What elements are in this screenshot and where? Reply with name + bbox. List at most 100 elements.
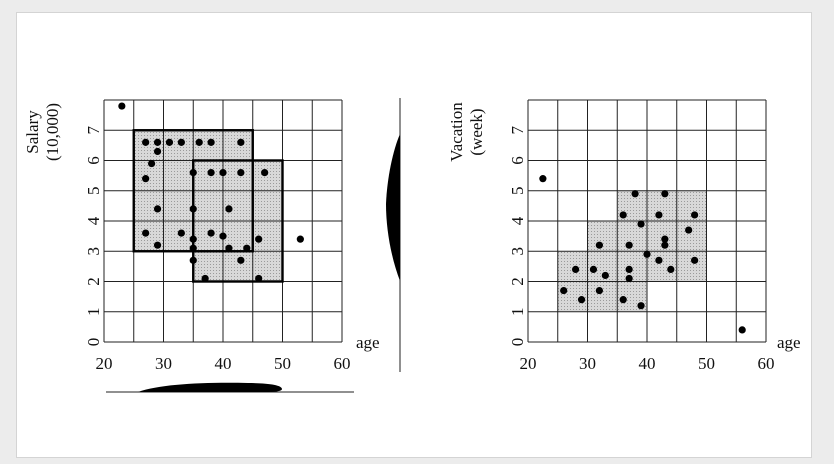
data-point-13 [219, 169, 227, 177]
data-point-19 [142, 229, 150, 237]
data-point-29 [189, 256, 197, 264]
data-point-5 [691, 211, 699, 219]
data-point-27 [225, 244, 233, 252]
data-point-25 [637, 302, 645, 310]
data-point-6 [207, 138, 215, 146]
x-tick-label: 30 [155, 354, 172, 373]
x-tick-label: 20 [520, 354, 537, 373]
data-point-17 [189, 205, 197, 213]
x-axis-label: age [777, 333, 801, 352]
data-point-23 [189, 235, 197, 243]
data-point-5 [195, 138, 203, 146]
x-tick-label: 20 [96, 354, 113, 373]
data-point-12 [207, 169, 215, 177]
data-point-11 [189, 169, 197, 177]
data-point-24 [255, 235, 263, 243]
x-tick-label: 40 [639, 354, 656, 373]
x-tick-label: 60 [758, 354, 775, 373]
bottom-projection-shape [138, 382, 282, 392]
y-tick-label: 3 [508, 247, 527, 256]
data-point-4 [177, 138, 185, 146]
data-point-24 [619, 296, 627, 304]
y-axis-label-line1: Vacation [447, 102, 466, 162]
data-point-10 [142, 175, 150, 183]
data-point-8 [153, 147, 162, 156]
y-tick-labels: 0 1 2 3 4 5 6 7 [84, 126, 103, 347]
data-point-4 [655, 211, 663, 219]
data-point-20 [625, 274, 633, 283]
data-point-15 [572, 265, 580, 273]
data-points [539, 175, 746, 334]
y-tick-label: 4 [508, 216, 527, 225]
data-point-0 [539, 175, 547, 183]
y-tick-label: 6 [508, 156, 527, 165]
salary-age-scatter-chart: 20 30 40 50 60 0 1 2 3 4 5 6 7 age Salary (10,000) [23, 98, 401, 393]
bottom-marginal-projection [106, 382, 354, 393]
data-point-25 [153, 241, 162, 249]
y-tick-label: 2 [84, 277, 103, 286]
y-tick-label: 0 [508, 338, 527, 347]
data-point-2 [661, 190, 669, 198]
y-axis-label-line1: Salary [23, 110, 42, 154]
x-tick-label: 30 [579, 354, 596, 373]
data-point-1 [631, 190, 639, 198]
data-point-22 [219, 232, 227, 240]
y-axis-label-line2: (week) [467, 108, 486, 155]
dense-region-outline-1 [192, 159, 284, 283]
data-point-9 [148, 159, 156, 168]
data-point-14 [237, 169, 245, 177]
data-point-21 [560, 286, 568, 295]
y-tick-label: 7 [508, 126, 527, 135]
data-point-14 [691, 256, 699, 264]
data-point-9 [595, 241, 604, 249]
data-point-8 [661, 235, 669, 243]
y-tick-label: 4 [84, 216, 103, 225]
data-point-13 [655, 256, 663, 264]
data-point-19 [601, 271, 609, 280]
data-point-10 [625, 241, 633, 249]
y-tick-label: 5 [508, 187, 527, 196]
data-point-0 [118, 102, 126, 110]
data-point-3 [165, 138, 174, 146]
data-point-3 [619, 211, 627, 219]
data-point-12 [643, 250, 651, 258]
data-point-21 [207, 229, 215, 237]
y-tick-label: 1 [508, 308, 527, 317]
x-tick-labels: 20 30 40 50 60 [96, 354, 351, 373]
y-axis-label-line2: (10,000) [43, 103, 62, 161]
y-tick-label: 1 [84, 308, 103, 317]
grid [103, 99, 343, 343]
data-point-7 [237, 138, 245, 146]
data-point-22 [595, 286, 604, 295]
data-point-16 [153, 205, 162, 213]
y-tick-label: 6 [84, 156, 103, 165]
data-point-32 [255, 274, 263, 283]
x-tick-labels: 20 30 40 50 60 [520, 354, 775, 373]
data-point-26 [738, 326, 746, 334]
x-tick-label: 50 [698, 354, 715, 373]
x-tick-label: 50 [274, 354, 291, 373]
data-point-18 [667, 265, 675, 273]
data-point-6 [637, 220, 645, 228]
data-point-23 [577, 296, 586, 304]
vacation-age-scatter-chart: 20 30 40 50 60 0 1 2 3 4 5 6 7 age Vacation (week) [447, 99, 801, 373]
y-tick-label: 2 [508, 277, 527, 286]
data-point-18 [225, 205, 233, 213]
right-marginal-projection [386, 98, 401, 372]
y-tick-label: 7 [84, 126, 103, 135]
data-point-28 [243, 244, 251, 252]
grid [527, 99, 767, 343]
data-point-33 [296, 235, 304, 243]
data-point-26 [189, 244, 197, 252]
data-point-7 [685, 226, 693, 234]
dense-region-3 [617, 190, 707, 282]
data-point-17 [625, 265, 633, 273]
x-axis-label: age [356, 333, 380, 352]
data-point-2 [153, 138, 162, 146]
data-point-16 [589, 265, 598, 273]
data-point-1 [142, 138, 150, 146]
data-point-11 [661, 241, 669, 249]
y-tick-label: 5 [84, 187, 103, 196]
x-tick-label: 40 [215, 354, 232, 373]
